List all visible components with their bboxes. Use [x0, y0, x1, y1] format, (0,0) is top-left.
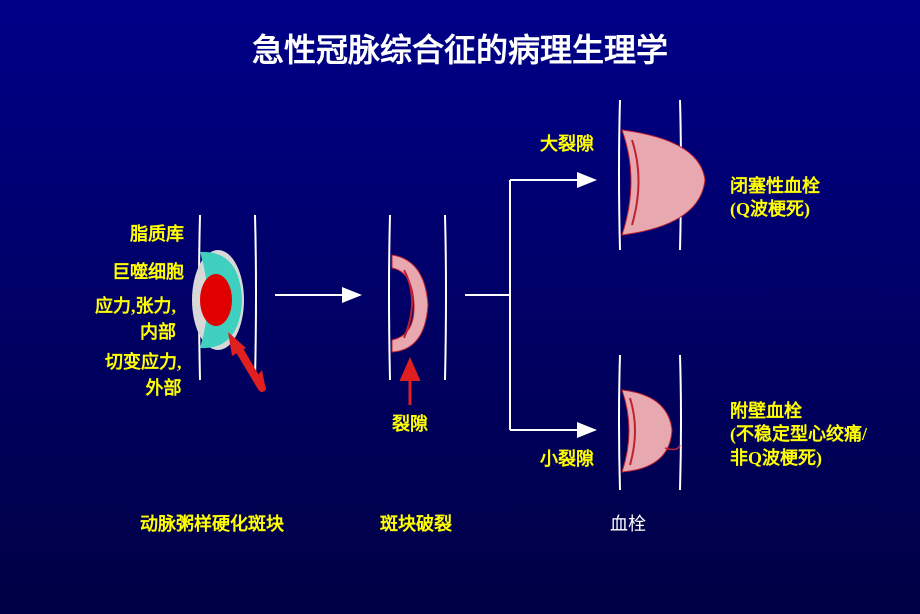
stage3-top-vessel [619, 100, 705, 250]
label-shear-external: 切变应力, 外部 [105, 348, 182, 400]
branch-arrows [465, 180, 595, 430]
label-fissure: 裂隙 [392, 410, 428, 436]
caption-rupture: 斑块破裂 [380, 510, 452, 536]
caption-thrombus: 血栓 [610, 510, 646, 536]
label-large-fissure: 大裂隙 [540, 130, 594, 156]
stage3-bottom-vessel [619, 355, 681, 490]
stage2-vessel [389, 215, 446, 380]
label-lipid-pool: 脂质库 [130, 220, 184, 246]
label-small-fissure: 小裂隙 [540, 445, 594, 471]
label-mural: 附壁血栓 (不稳定型心绞痛/ 非Q波梗死) [730, 400, 867, 470]
label-occlusive: 闭塞性血栓 (Q波梗死) [730, 175, 820, 222]
red-arrow-plaque [228, 332, 265, 388]
caption-plaque: 动脉粥样硬化斑块 [140, 510, 284, 536]
label-stress-internal: 应力,张力, 内部 [95, 292, 176, 344]
label-macrophage: 巨噬细胞 [112, 258, 184, 284]
